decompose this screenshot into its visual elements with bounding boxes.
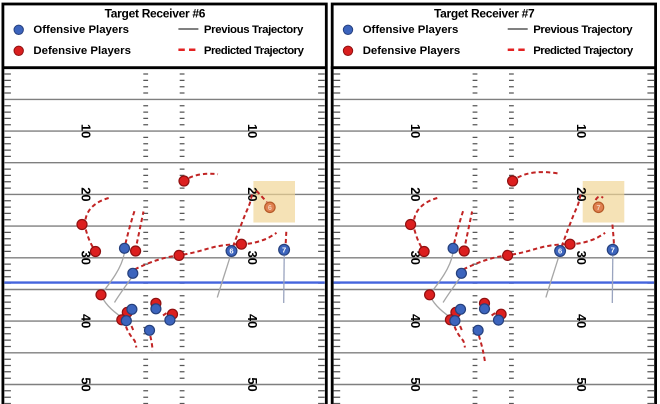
svg-text:30: 30 bbox=[245, 251, 260, 265]
svg-text:Target Receiver #6: Target Receiver #6 bbox=[105, 7, 206, 21]
svg-text:40: 40 bbox=[245, 314, 260, 328]
svg-text:Offensive Players: Offensive Players bbox=[33, 24, 129, 36]
svg-text:50: 50 bbox=[408, 377, 423, 391]
svg-text:Previous Trajectory: Previous Trajectory bbox=[204, 24, 304, 36]
svg-text:6: 6 bbox=[229, 247, 233, 256]
svg-text:30: 30 bbox=[79, 251, 94, 265]
svg-text:10: 10 bbox=[245, 124, 260, 138]
svg-text:Predicted Trajectory: Predicted Trajectory bbox=[533, 45, 634, 57]
svg-text:30: 30 bbox=[574, 251, 589, 265]
svg-text:40: 40 bbox=[408, 314, 423, 328]
svg-text:10: 10 bbox=[408, 124, 423, 138]
svg-text:7: 7 bbox=[597, 203, 601, 212]
svg-text:20: 20 bbox=[574, 187, 589, 201]
svg-text:6: 6 bbox=[558, 247, 562, 256]
svg-text:Defensive Players: Defensive Players bbox=[33, 45, 131, 57]
svg-text:7: 7 bbox=[282, 245, 286, 254]
svg-text:10: 10 bbox=[79, 124, 94, 138]
svg-text:50: 50 bbox=[574, 377, 589, 391]
svg-text:20: 20 bbox=[408, 187, 423, 201]
svg-text:50: 50 bbox=[79, 377, 94, 391]
svg-text:10: 10 bbox=[574, 124, 589, 138]
svg-text:6: 6 bbox=[268, 203, 272, 212]
svg-text:Defensive Players: Defensive Players bbox=[363, 45, 461, 57]
svg-text:Target Receiver #7: Target Receiver #7 bbox=[434, 7, 535, 21]
svg-text:40: 40 bbox=[79, 314, 94, 328]
svg-text:20: 20 bbox=[245, 187, 260, 201]
svg-text:20: 20 bbox=[79, 187, 94, 201]
svg-text:40: 40 bbox=[574, 314, 589, 328]
svg-text:7: 7 bbox=[611, 245, 615, 254]
svg-text:50: 50 bbox=[245, 377, 260, 391]
svg-text:Previous Trajectory: Previous Trajectory bbox=[533, 24, 633, 36]
svg-text:Predicted Trajectory: Predicted Trajectory bbox=[204, 45, 305, 57]
svg-text:Offensive Players: Offensive Players bbox=[363, 24, 459, 36]
